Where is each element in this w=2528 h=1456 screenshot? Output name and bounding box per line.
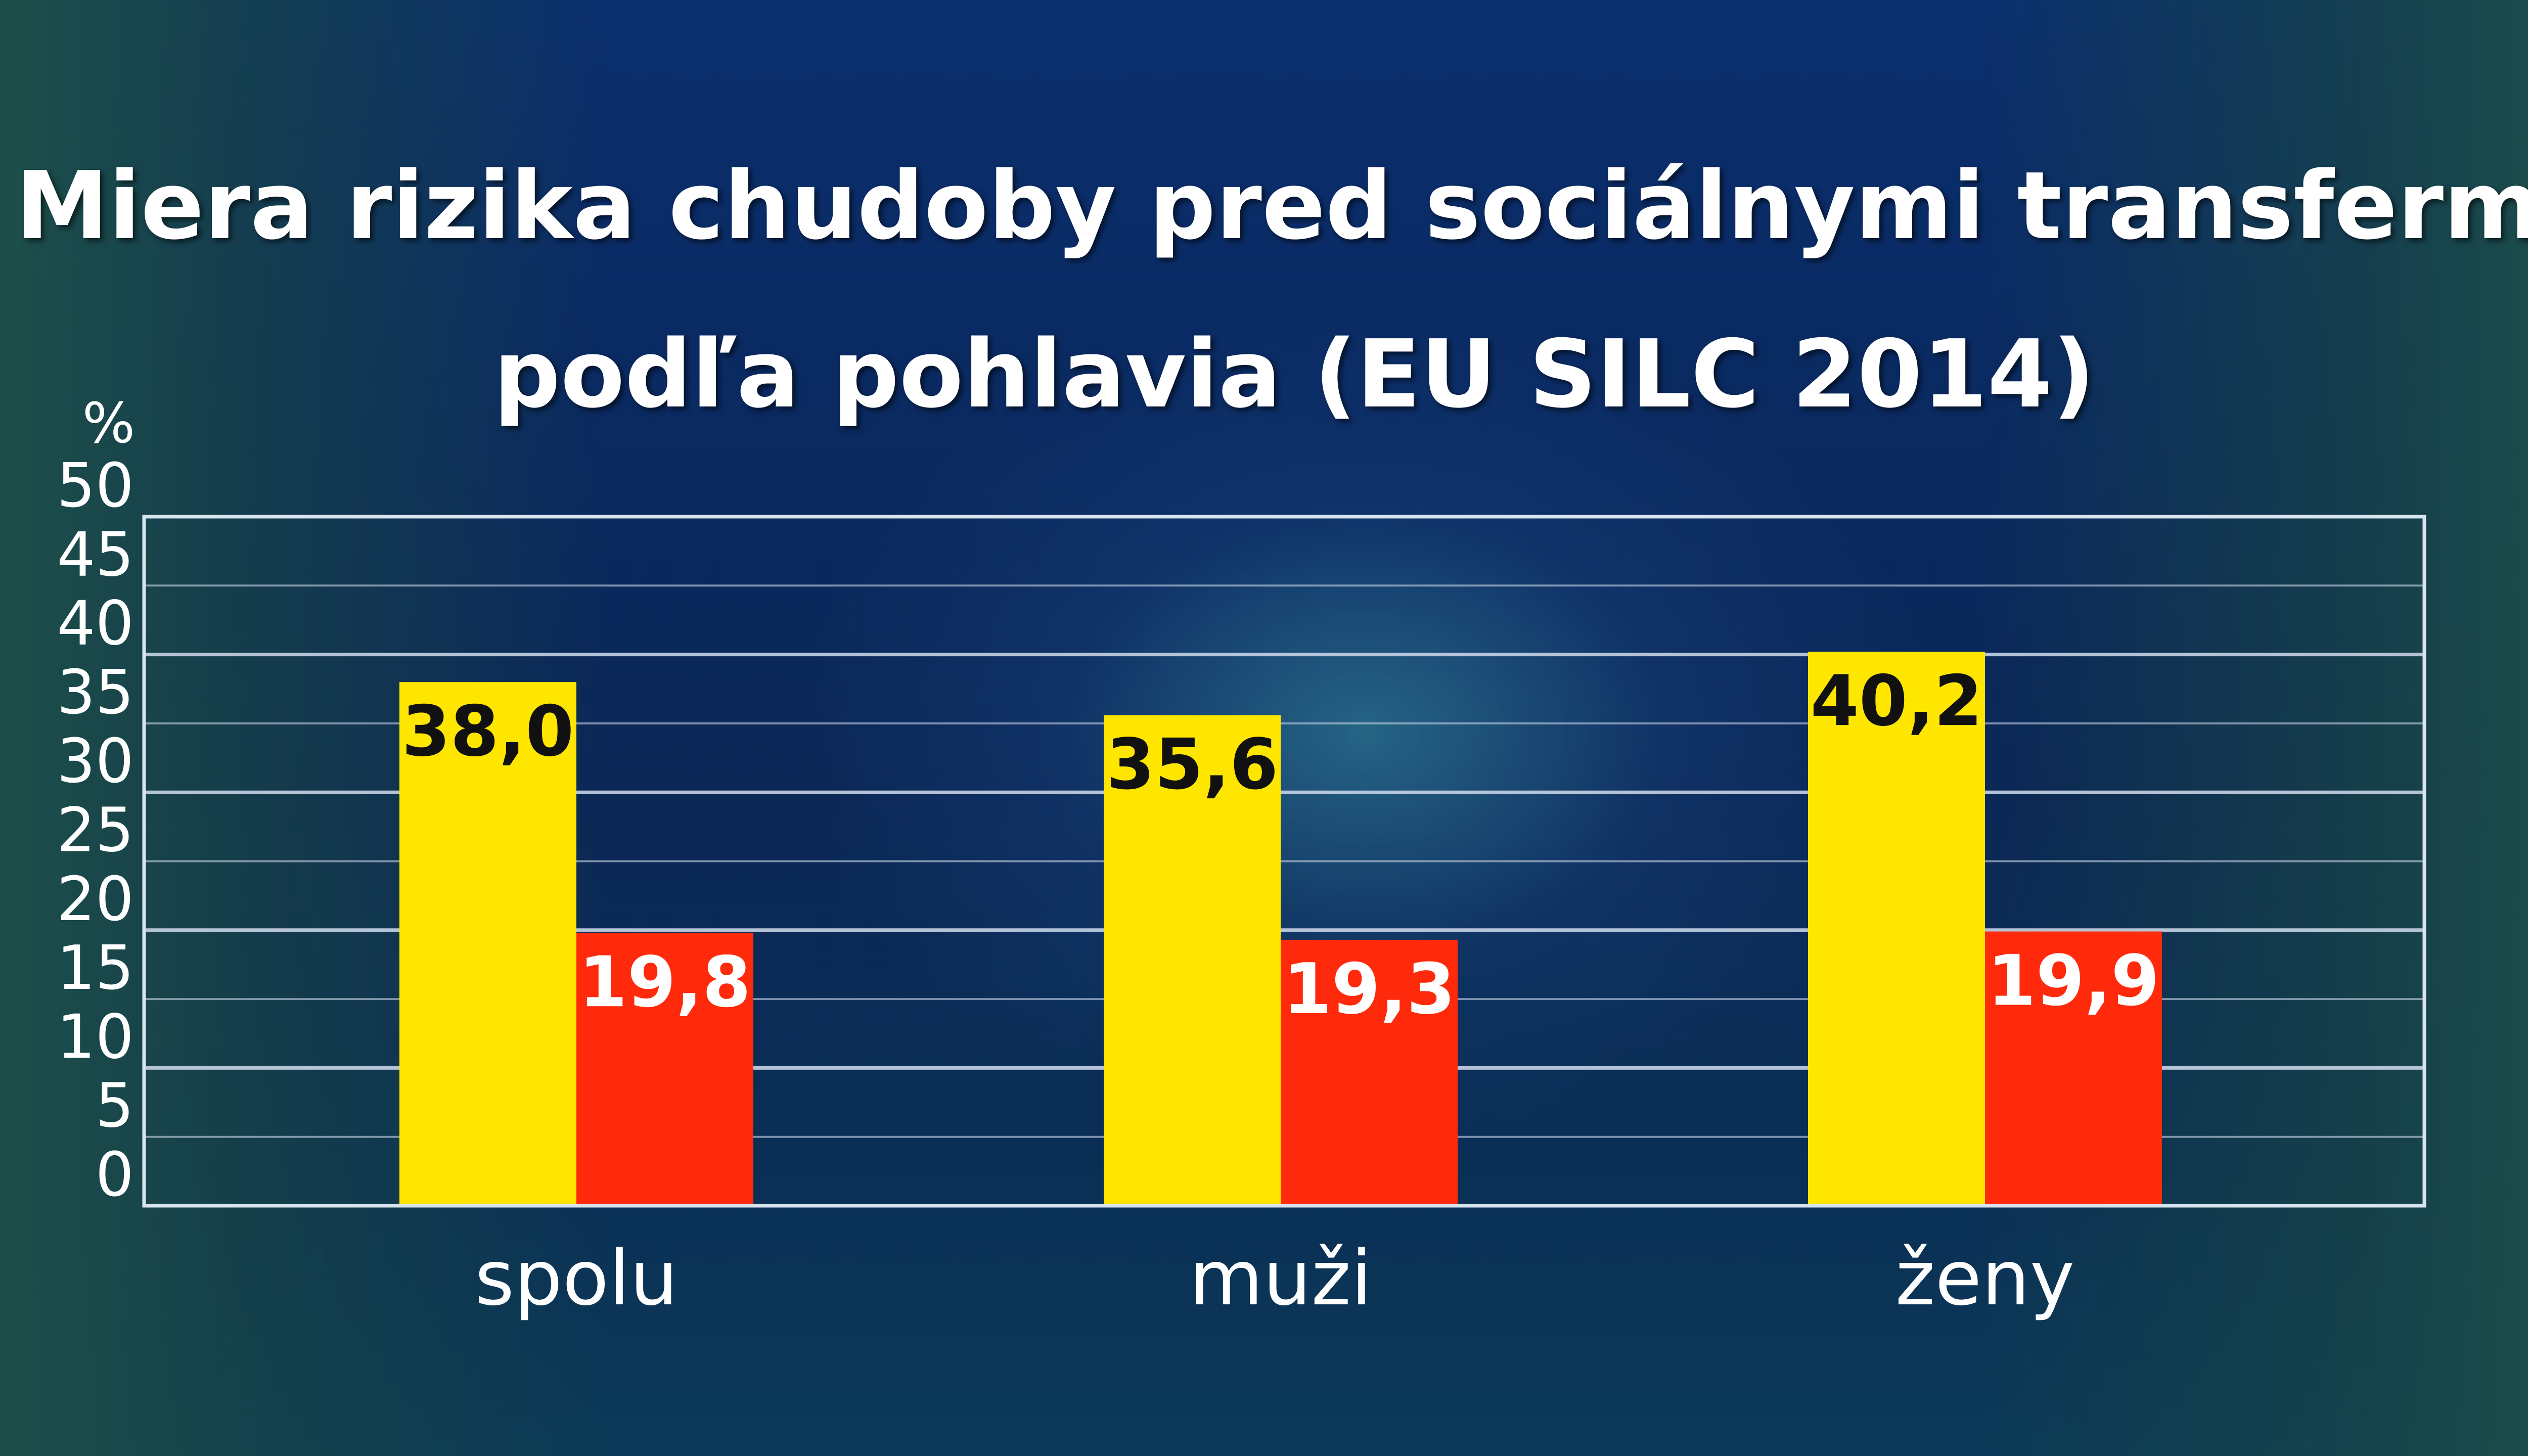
data-label-spolu-series-2: 19,8	[579, 941, 751, 1023]
y-tick-label-5: 5	[96, 1071, 134, 1142]
bar-muži-series-2	[1281, 939, 1458, 1206]
y-tick-label-50: 50	[57, 451, 134, 521]
bars	[399, 652, 2162, 1206]
y-tick-label-40: 40	[57, 589, 134, 659]
data-label-ženy-series-1: 40,2	[1811, 660, 1983, 742]
data-label-muži-series-2: 19,3	[1283, 948, 1456, 1030]
data-label-spolu-series-1: 38,0	[402, 691, 574, 772]
category-label-1: muži	[1189, 1235, 1372, 1323]
data-label-muži-series-1: 35,6	[1106, 724, 1279, 805]
y-tick-label-25: 25	[57, 796, 134, 866]
y-tick-label-30: 30	[57, 726, 134, 797]
y-tick-label-0: 0	[96, 1140, 134, 1210]
bar-muži-series-1	[1104, 715, 1281, 1206]
category-label-2: ženy	[1895, 1235, 2075, 1323]
chart-title-line-2: podľa pohlavia (EU SILC 2014)	[493, 320, 2095, 429]
y-axis-unit-label: %	[82, 391, 136, 456]
chart-title-line-1: Miera rizika chudoby pred sociálnymi tra…	[15, 151, 2528, 260]
bar-spolu-series-2	[576, 933, 753, 1206]
bar-spolu-series-1	[399, 682, 576, 1206]
category-label-0: spolu	[475, 1235, 678, 1323]
y-tick-label-20: 20	[57, 864, 134, 935]
x-axis-category-labels: spolu muži ženy	[475, 1235, 2074, 1323]
bar-ženy-series-2	[1985, 931, 2162, 1206]
data-labels: 38,0 19,8 35,6 19,3 40,2 19,9	[402, 660, 2160, 1030]
data-label-ženy-series-2: 19,9	[1988, 940, 2160, 1022]
y-tick-label-45: 45	[57, 520, 134, 590]
plot-frame	[142, 515, 2426, 1208]
bar-ženy-series-1	[1808, 652, 1985, 1206]
y-tick-label-35: 35	[57, 658, 134, 728]
y-tick-label-10: 10	[57, 1002, 134, 1072]
y-tick-label-15: 15	[57, 933, 134, 1004]
